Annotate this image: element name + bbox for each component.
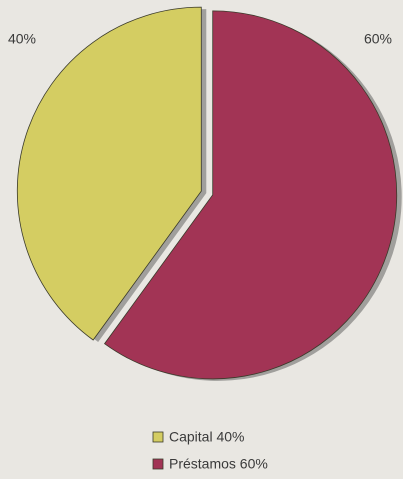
slice-label: 60% [364,31,392,47]
slice [16,6,202,341]
slice-label: 40% [8,31,36,47]
legend-label: Capital 40% [169,429,245,445]
legend-swatch [152,458,164,470]
legend-swatch [152,431,164,443]
legend-label: Préstamos 60% [169,456,268,472]
slice [103,10,398,380]
